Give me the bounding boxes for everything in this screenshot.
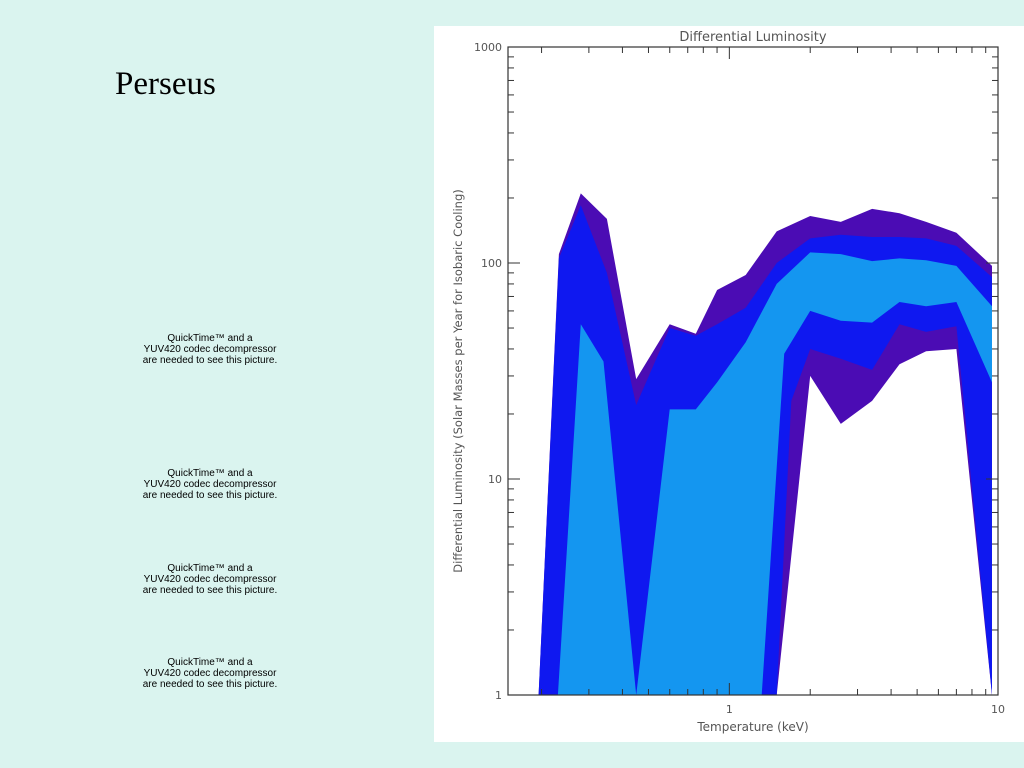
y-tick-label: 1000	[474, 41, 502, 54]
placeholder-line: are needed to see this picture.	[142, 355, 278, 366]
band-inner	[557, 252, 992, 695]
slide-title: Perseus	[115, 66, 216, 102]
y-tick-label: 100	[481, 257, 502, 270]
placeholder-line: QuickTime™ and a	[167, 657, 253, 668]
y-tick-label: 1	[495, 689, 502, 702]
placeholder-line: are needed to see this picture.	[142, 585, 278, 596]
y-tick-label: 10	[488, 473, 502, 486]
placeholder-line: YUV420 codec decompressor	[143, 574, 277, 585]
placeholder-line: QuickTime™ and a	[167, 563, 253, 574]
plot-frame	[507, 46, 999, 696]
chart-title: Differential Luminosity	[679, 30, 826, 45]
x-axis-label: Temperature (keV)	[696, 720, 808, 734]
y-axis-label: Differential Luminosity (Solar Masses pe…	[451, 189, 465, 572]
video-placeholder-2: QuickTime™ and a YUV420 codec decompress…	[120, 468, 300, 501]
differential-luminosity-chart: 1 10 100 1000 1 10 Differential Luminosity Temp…	[451, 30, 1005, 734]
video-placeholder-4: QuickTime™ and a YUV420 codec decompress…	[120, 657, 300, 690]
video-placeholder-3: QuickTime™ and a YUV420 codec decompress…	[120, 563, 300, 596]
placeholder-line: are needed to see this picture.	[142, 679, 278, 690]
placeholder-line: QuickTime™ and a	[167, 468, 253, 479]
placeholder-line: QuickTime™ and a	[167, 333, 253, 344]
x-tick-label: 10	[991, 703, 1005, 716]
x-tick-label: 1	[726, 703, 733, 716]
placeholder-line: YUV420 codec decompressor	[143, 344, 277, 355]
chart-panel: 1 10 100 1000 1 10 Differential Luminosity Temp…	[434, 26, 1024, 742]
placeholder-line: are needed to see this picture.	[142, 490, 278, 501]
placeholder-line: YUV420 codec decompressor	[143, 668, 277, 679]
placeholder-line: YUV420 codec decompressor	[143, 479, 277, 490]
video-placeholder-1: QuickTime™ and a YUV420 codec decompress…	[120, 333, 300, 366]
